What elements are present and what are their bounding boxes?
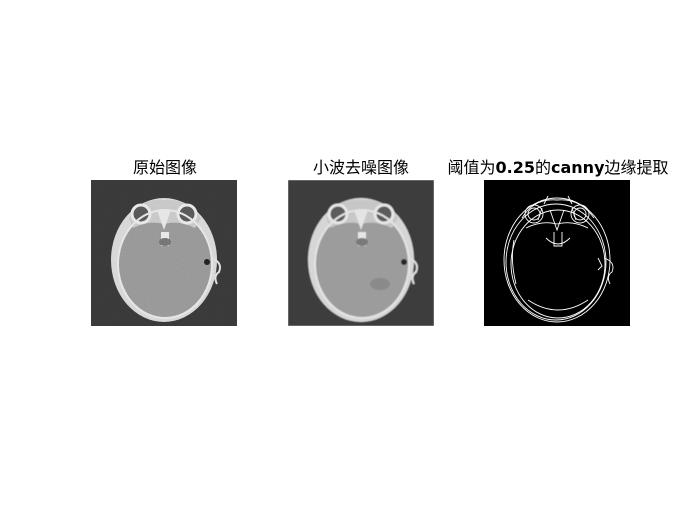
original-ct-image <box>91 180 237 326</box>
title-part-threshold-prefix: 阈值为 <box>447 158 496 177</box>
canny-edge-image <box>484 180 630 326</box>
title-part-threshold-value: 0.25 <box>495 158 535 177</box>
panel-2-title: 小波去噪图像 <box>312 158 409 177</box>
title-part-edge-extraction: 边缘提取 <box>604 158 669 177</box>
panel-3-title: 阈值为0.25的canny边缘提取 <box>438 154 678 177</box>
title-part-canny: canny <box>551 158 605 177</box>
denoised-ct-image <box>288 180 434 326</box>
title-part-of: 的 <box>534 158 551 177</box>
panel-1-title: 原始图像 <box>132 158 197 177</box>
